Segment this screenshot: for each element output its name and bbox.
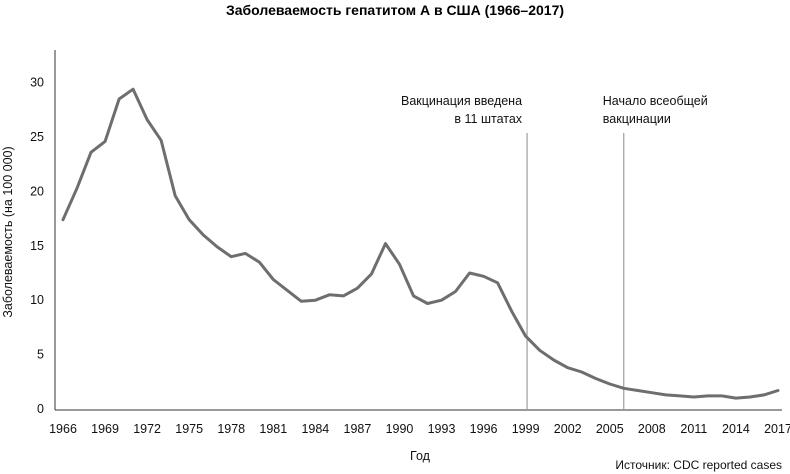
series-line-incidence (61, 87, 780, 400)
x-tick-label: 1999 (512, 422, 540, 436)
x-axis-label: Год (410, 449, 431, 463)
x-tick-label: 2005 (596, 422, 624, 436)
y-tick-label: 20 (30, 184, 44, 198)
chart-title: Заболеваемость гепатитом А в США (1966–2… (226, 2, 564, 18)
x-tick-label: 1990 (386, 422, 414, 436)
x-tick-label: 2002 (554, 422, 582, 436)
annotation-label: в 11 штатах (454, 112, 522, 126)
x-tick-label: 1969 (91, 422, 119, 436)
x-tick-label: 1984 (301, 422, 329, 436)
y-axis-label: Заболеваемость (на 100 000) (1, 146, 15, 317)
y-tick-label: 30 (30, 76, 44, 90)
y-tick-label: 15 (30, 239, 44, 253)
y-tick-labels: 0 5 10 15 20 25 30 (30, 76, 44, 416)
x-tick-label: 1966 (49, 422, 77, 436)
x-tick-label: 1993 (428, 422, 456, 436)
x-tick-labels: 1966 1969 1972 1975 1978 1981 1984 1987 1990 1993… (49, 422, 790, 436)
x-tick-label: 2008 (638, 422, 666, 436)
x-tick-label: 1981 (259, 422, 287, 436)
x-tick-label: 2017 (764, 422, 790, 436)
annotation-label: Вакцинация введена (401, 94, 522, 108)
y-tick-label: 25 (30, 130, 44, 144)
x-tick-label: 1987 (344, 422, 372, 436)
annotation-label: Начало всеобщей (603, 94, 708, 108)
annotations: Вакцинация введена в 11 штатах Начало всео… (401, 94, 708, 409)
source-note: Источник: CDC reported cases (615, 458, 782, 472)
x-tick-label: 1996 (470, 422, 498, 436)
y-tick-label: 10 (30, 293, 44, 307)
annotation-label: вакцинации (603, 112, 671, 126)
y-tick-label: 0 (37, 402, 44, 416)
x-tick-label: 2011 (680, 422, 707, 436)
y-tick-label: 5 (37, 348, 44, 362)
x-tick-label: 1972 (133, 422, 161, 436)
x-tick-label: 1978 (217, 422, 245, 436)
x-tick-label: 2014 (722, 422, 750, 436)
x-tick-label: 1975 (175, 422, 203, 436)
